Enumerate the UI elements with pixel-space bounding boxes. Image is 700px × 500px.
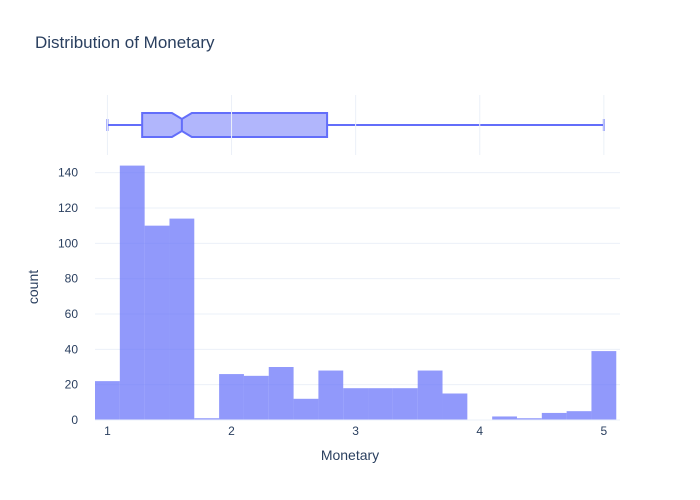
histogram-bar bbox=[119, 165, 145, 420]
histogram-bar bbox=[417, 370, 443, 420]
histogram-bar bbox=[591, 351, 617, 420]
y-tick-label: 120 bbox=[58, 201, 78, 215]
x-tick-label: 4 bbox=[476, 424, 483, 438]
x-axis-title: Monetary bbox=[321, 447, 379, 463]
histogram-bar bbox=[516, 418, 542, 420]
y-tick-label: 140 bbox=[58, 166, 78, 180]
x-tick-label: 1 bbox=[104, 424, 111, 438]
y-tick-label: 80 bbox=[65, 272, 79, 286]
y-tick-label: 40 bbox=[65, 342, 79, 356]
histogram-bar bbox=[95, 381, 120, 420]
chart-title: Distribution of Monetary bbox=[35, 33, 215, 52]
histogram-bar bbox=[144, 225, 170, 420]
histogram-bar bbox=[219, 374, 244, 420]
histogram-bar bbox=[194, 418, 220, 420]
histogram-bar bbox=[318, 370, 344, 420]
y-tick-label: 20 bbox=[65, 378, 79, 392]
histogram-bar bbox=[268, 367, 294, 420]
x-tick-label: 2 bbox=[228, 424, 235, 438]
histogram-bar bbox=[293, 398, 319, 420]
x-axis-ticks: 1 2 3 4 5 bbox=[104, 424, 607, 438]
y-axis-ticks: 0 20 40 60 80 100 120 140 bbox=[58, 166, 78, 427]
box-body bbox=[141, 112, 329, 138]
histogram-bars bbox=[95, 165, 620, 421]
histogram-bar bbox=[442, 393, 468, 420]
y-tick-label: 0 bbox=[71, 413, 78, 427]
histogram-bar bbox=[492, 416, 517, 420]
histogram-bar bbox=[566, 411, 592, 420]
histogram-bar bbox=[169, 218, 195, 420]
y-tick-label: 100 bbox=[58, 236, 78, 250]
histogram-bar bbox=[343, 388, 369, 420]
y-axis-title: count bbox=[25, 270, 41, 304]
x-tick-label: 5 bbox=[601, 424, 608, 438]
x-tick-label: 3 bbox=[352, 424, 359, 438]
histogram-bar bbox=[368, 388, 393, 420]
histogram-bar bbox=[541, 412, 567, 420]
histogram-bar bbox=[392, 388, 418, 420]
histogram-bar bbox=[243, 375, 269, 420]
y-tick-label: 60 bbox=[65, 307, 79, 321]
